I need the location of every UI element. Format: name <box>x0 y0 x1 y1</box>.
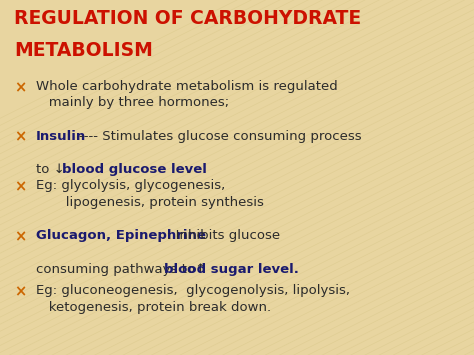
Text: ×: × <box>14 80 27 95</box>
Text: Eg: gluconeogenesis,  glycogenolysis, lipolysis,
   ketogenesis, protein break d: Eg: gluconeogenesis, glycogenolysis, lip… <box>36 284 349 313</box>
Text: ×: × <box>14 179 27 194</box>
Text: blood sugar level.: blood sugar level. <box>164 263 299 276</box>
Text: REGULATION OF CARBOHYDRATE: REGULATION OF CARBOHYDRATE <box>14 9 361 28</box>
Text: ---- Stimulates glucose consuming process: ---- Stimulates glucose consuming proces… <box>79 130 362 143</box>
Text: to ↓: to ↓ <box>36 163 69 176</box>
Text: Eg: glycolysis, glycogenesis,
       lipogenesis, protein synthesis: Eg: glycolysis, glycogenesis, lipogenesi… <box>36 179 264 209</box>
Text: .: . <box>186 163 190 176</box>
Text: consuming pathways to↑: consuming pathways to↑ <box>36 263 206 276</box>
Text: ×: × <box>14 229 27 244</box>
Text: Insulin: Insulin <box>36 130 86 143</box>
Text: Glucagon, Epinephrine: Glucagon, Epinephrine <box>36 229 205 242</box>
Text: : Inhibits glucose: : Inhibits glucose <box>167 229 280 242</box>
Text: ×: × <box>14 130 27 144</box>
Text: Whole carbohydrate metabolism is regulated
   mainly by three hormones;: Whole carbohydrate metabolism is regulat… <box>36 80 337 109</box>
Text: METABOLISM: METABOLISM <box>14 41 153 60</box>
Text: blood glucose level: blood glucose level <box>62 163 207 176</box>
Text: ×: × <box>14 284 27 299</box>
